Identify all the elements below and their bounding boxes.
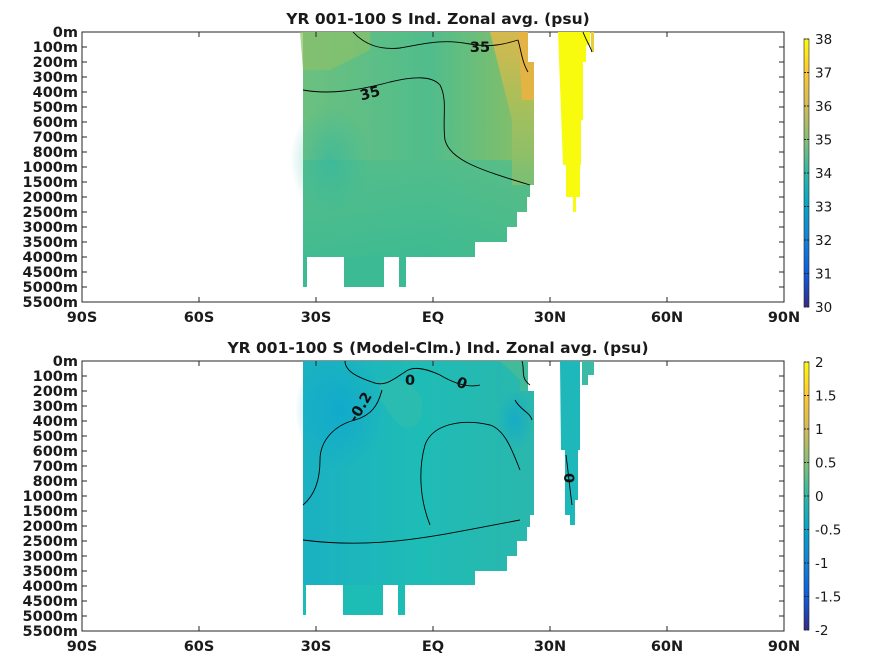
colorbar-tick-label: 1.5 — [815, 389, 836, 405]
colorbar-tick-label: -1.5 — [815, 590, 841, 606]
x-tick-label: 60S — [184, 639, 215, 655]
y-tick-label: 2500m — [23, 534, 78, 550]
y-tick-label: 3500m — [23, 564, 78, 580]
x-tick-label: 90N — [768, 639, 800, 655]
y-tick-label: 800m — [33, 474, 78, 490]
colorbar-tick-label: 2 — [815, 355, 824, 371]
y-tick-label: 1000m — [23, 489, 78, 505]
y-tick-label: 5500m — [23, 295, 78, 311]
y-tick-label: 3000m — [23, 549, 78, 565]
colorbar-tick-label: 0.5 — [815, 456, 836, 472]
y-tick-label: 300m — [33, 399, 78, 415]
x-tick-label: EQ — [422, 310, 444, 326]
colorbar-tick-label: -1 — [815, 556, 828, 572]
y-tick-label: 4500m — [23, 265, 78, 281]
y-tick-label: 2500m — [23, 205, 78, 221]
y-tick-label: 700m — [33, 130, 78, 146]
panel2-y-ticks: 0m100m200m300m400m500m600m700m800m1000m1… — [23, 354, 784, 640]
x-tick-label: 60S — [184, 310, 215, 326]
y-tick-label: 400m — [33, 85, 78, 101]
y-tick-label: 200m — [33, 55, 78, 71]
panel1-contour-label: 35 — [470, 40, 490, 56]
colorbar-tick-label: 38 — [815, 32, 832, 48]
y-tick-label: 4000m — [23, 250, 78, 266]
y-tick-label: 4500m — [23, 594, 78, 610]
x-tick-label: 60N — [651, 310, 683, 326]
y-tick-label: 3500m — [23, 235, 78, 251]
x-tick-label: 90S — [67, 639, 98, 655]
y-tick-label: 5000m — [23, 280, 78, 296]
panel-salinity: YR 001-100 S Ind. Zonal avg. (psu) 35 — [23, 10, 833, 326]
x-tick-label: EQ — [422, 639, 444, 655]
y-tick-label: 2000m — [23, 190, 78, 206]
panel2-contour-label: 0 — [560, 473, 576, 483]
y-tick-label: 200m — [33, 384, 78, 400]
y-tick-label: 5500m — [23, 624, 78, 640]
y-tick-label: 100m — [33, 369, 78, 385]
colorbar-tick-label: 36 — [815, 99, 832, 115]
colorbar-tick-label: -0.5 — [815, 523, 841, 539]
colorbar-tick-label: 35 — [815, 133, 832, 149]
panel1-y-ticks: 0m100m200m300m400m500m600m700m800m1000m1… — [23, 25, 784, 311]
colorbar-tick-label: 32 — [815, 233, 832, 249]
y-tick-label: 0m — [53, 25, 78, 41]
panel2-title: YR 001-100 S (Model-Clm.) Ind. Zonal avg… — [226, 339, 648, 357]
panel2-contour-label: 0 — [405, 373, 415, 389]
colorbar-tick-label: 34 — [815, 166, 832, 182]
panel1-colorbar-ticks: 38 37 36 35 34 33 32 31 30 — [804, 32, 832, 316]
y-tick-label: 3000m — [23, 220, 78, 236]
y-tick-label: 1500m — [23, 175, 78, 191]
panel1-title: YR 001-100 S Ind. Zonal avg. (psu) — [285, 10, 589, 28]
y-tick-label: 300m — [33, 70, 78, 86]
y-tick-label: 4000m — [23, 579, 78, 595]
x-tick-label: 90N — [768, 310, 800, 326]
x-tick-label: 30N — [534, 639, 566, 655]
panel1-x-ticks: 90S 60S 30S EQ 30N 60N 90N — [67, 32, 800, 326]
colorbar-tick-label: -2 — [815, 623, 828, 639]
panel2-colorbar-ticks: 2 1.5 1 0.5 0 -0.5 -1 -1.5 -2 — [804, 355, 841, 639]
y-tick-label: 2000m — [23, 519, 78, 535]
colorbar-tick-label: 31 — [815, 267, 832, 283]
y-tick-label: 0m — [53, 354, 78, 370]
colorbar-tick-label: 33 — [815, 200, 832, 216]
y-tick-label: 700m — [33, 459, 78, 475]
colorbar-tick-label: 30 — [815, 300, 832, 316]
y-tick-label: 500m — [33, 429, 78, 445]
y-tick-label: 800m — [33, 145, 78, 161]
y-tick-label: 1500m — [23, 504, 78, 520]
y-tick-label: 500m — [33, 100, 78, 116]
x-tick-label: 30S — [301, 310, 332, 326]
x-tick-label: 60N — [651, 639, 683, 655]
y-tick-label: 400m — [33, 414, 78, 430]
y-tick-label: 1000m — [23, 160, 78, 176]
panel-salinity-bias: YR 001-100 S (Model-Clm.) Ind. Zonal avg… — [23, 339, 842, 655]
panel2-field: 0 0 -0.2 0 — [295, 361, 594, 615]
panel1-contour-label: 35 — [358, 84, 382, 105]
x-tick-label: 30S — [301, 639, 332, 655]
colorbar-tick-label: 37 — [815, 66, 832, 82]
y-tick-label: 600m — [33, 115, 78, 131]
y-tick-label: 600m — [33, 444, 78, 460]
x-tick-label: 90S — [67, 310, 98, 326]
panel1-field: 35 35 — [290, 32, 594, 287]
colorbar-tick-label: 0 — [815, 489, 824, 505]
colorbar-tick-label: 1 — [815, 422, 824, 438]
y-tick-label: 5000m — [23, 609, 78, 625]
x-tick-label: 30N — [534, 310, 566, 326]
y-tick-label: 100m — [33, 40, 78, 56]
panel2-x-ticks: 90S 60S 30S EQ 30N 60N 90N — [67, 361, 800, 655]
